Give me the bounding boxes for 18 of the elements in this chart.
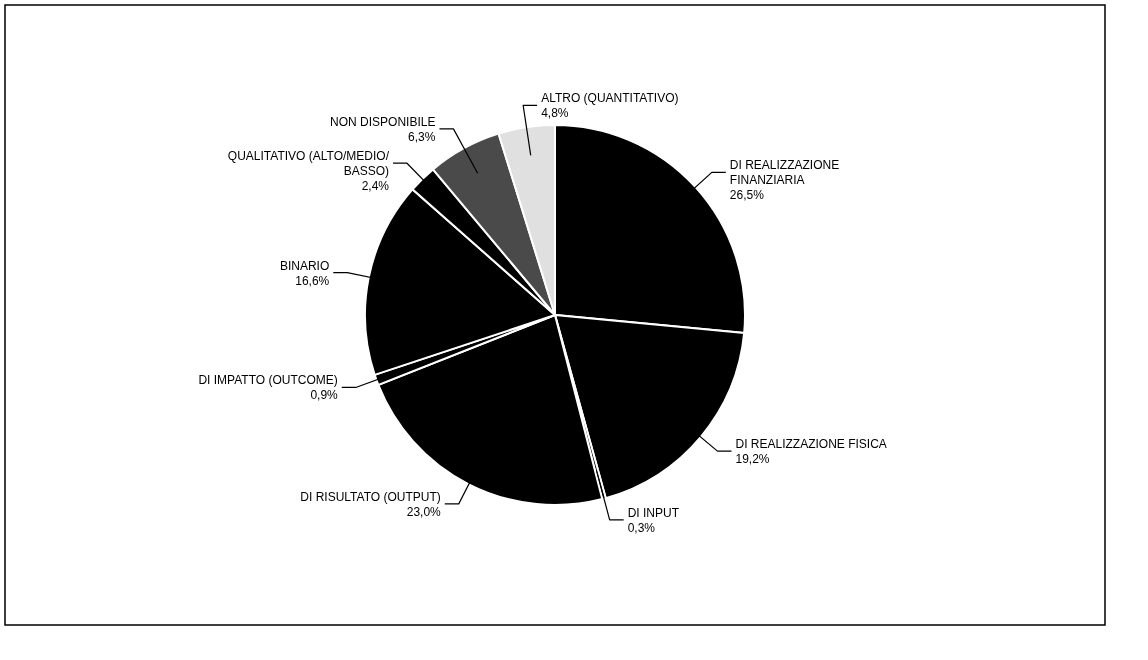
data-label: 23,0% (406, 504, 442, 519)
data-label: 0,3% (627, 520, 656, 535)
slice-label: DI INPUT (627, 505, 680, 520)
slice-label: BINARIO (279, 258, 330, 273)
slice-label: DI IMPATTO (OUTCOME) (198, 373, 338, 388)
data-label: 6,3% (408, 129, 436, 144)
data-label: 16,6% (295, 273, 330, 288)
slice-label: NON DISPONIBILE (330, 114, 436, 129)
slice-label: DI REALIZZAZIONE FISICA (735, 437, 887, 452)
slice-label: QUALITATIVO (ALTO/MEDIO/ BASSO) (227, 149, 390, 179)
data-label: 26,5% (729, 188, 765, 203)
data-label: 0,9% (310, 388, 339, 403)
data-label: 19,2% (735, 452, 770, 467)
slice-label: DI REALIZZAZIONE FINANZIARIA (729, 158, 840, 188)
slice-label: DI RISULTATO (OUTPUT) (300, 489, 441, 504)
data-label: 4,8% (541, 106, 569, 121)
data-label: 2,4% (361, 179, 390, 194)
slice-label: ALTRO (QUANTITATIVO) (541, 91, 679, 106)
